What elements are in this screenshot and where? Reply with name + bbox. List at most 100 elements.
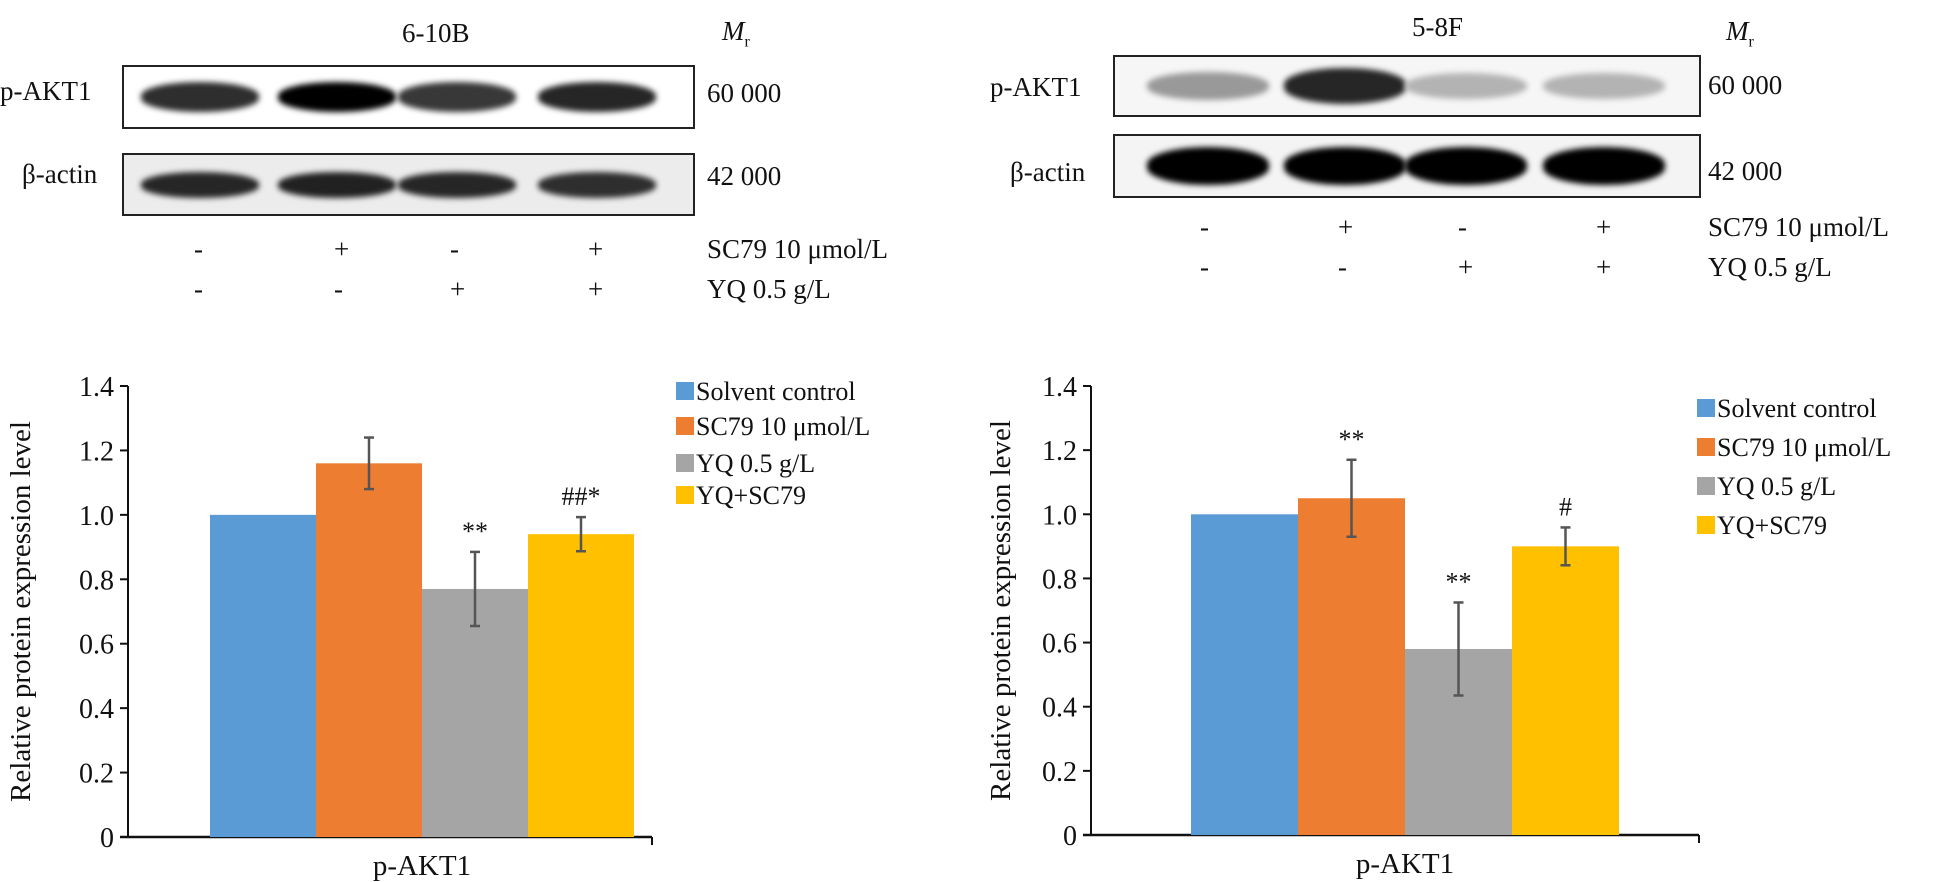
- blot-label: p-AKT1: [0, 76, 92, 106]
- bar: [1512, 546, 1619, 835]
- blot-band: [398, 82, 516, 112]
- legend-label: YQ+SC79: [1717, 511, 1827, 540]
- treatment-sign: +: [1338, 212, 1354, 242]
- treatment-label: SC79 10 μmol/L: [707, 234, 888, 264]
- blot-beta-actin: [122, 153, 695, 216]
- mr-subscript: r: [1748, 33, 1754, 51]
- y-tick-label: 1.4: [79, 372, 114, 403]
- legend-swatch: [1697, 399, 1715, 417]
- y-tick-label: 0.8: [79, 565, 114, 596]
- legend-swatch: [676, 382, 694, 400]
- treatment-sign: +: [588, 234, 604, 264]
- treatment-sign: -: [1338, 252, 1347, 282]
- blot-band: [141, 82, 259, 112]
- legend-label: YQ 0.5 g/L: [1717, 472, 1836, 501]
- significance-label: **: [462, 517, 488, 546]
- legend-label: SC79 10 μmol/L: [1717, 433, 1891, 462]
- blot-band: [278, 82, 396, 112]
- y-axis-label: Relative protein expression level: [5, 421, 37, 802]
- y-tick-label: 0.4: [79, 694, 114, 725]
- blot-band: [538, 82, 656, 112]
- blot-band: [1147, 147, 1269, 185]
- y-tick-label: 0.8: [1042, 564, 1077, 595]
- cell-line-title: 6-10B: [402, 18, 470, 48]
- bar: [528, 534, 634, 837]
- treatment-label: SC79 10 μmol/L: [1708, 212, 1889, 242]
- y-tick-label: 1.2: [1042, 436, 1077, 467]
- treatment-sign: -: [194, 274, 203, 304]
- y-tick-label: 0.2: [1042, 757, 1077, 788]
- blot-label: β-actin: [1010, 157, 1086, 187]
- x-axis-label: p-AKT1: [1356, 848, 1454, 880]
- molecular-weight: 42 000: [1708, 156, 1783, 186]
- blot-band: [1543, 147, 1665, 185]
- blot-label: β-actin: [22, 159, 98, 189]
- molecular-weight: 60 000: [1708, 70, 1783, 100]
- blot-label: p-AKT1: [990, 72, 1082, 102]
- x-axis-label: p-AKT1: [373, 850, 471, 882]
- blot-band: [538, 171, 656, 198]
- blot-beta-actin: [1113, 134, 1701, 198]
- treatment-sign: -: [450, 234, 459, 264]
- bar: [1298, 498, 1405, 835]
- significance-label: **: [1339, 425, 1365, 454]
- significance-label: ##*: [562, 482, 601, 511]
- y-tick-label: 0: [100, 823, 114, 854]
- blot-band: [278, 171, 396, 198]
- bar: [316, 463, 422, 837]
- y-tick-label: 0.2: [79, 759, 114, 790]
- treatment-sign: -: [334, 274, 343, 304]
- blot-band: [398, 171, 516, 198]
- y-tick-label: 0.6: [1042, 629, 1077, 660]
- blot-p-akt1: [122, 65, 695, 129]
- y-axis-label: Relative protein expression level: [985, 420, 1017, 801]
- treatment-sign: -: [1200, 212, 1209, 242]
- legend-swatch: [676, 486, 694, 504]
- blot-p-akt1: [1113, 55, 1701, 117]
- y-tick-label: 1.0: [79, 501, 114, 532]
- treatment-sign: +: [588, 274, 604, 304]
- y-tick-label: 1.2: [79, 436, 114, 467]
- blot-band: [1147, 71, 1269, 101]
- bar: [1191, 514, 1298, 835]
- treatment-sign: -: [194, 234, 203, 264]
- y-tick-label: 1.0: [1042, 500, 1077, 531]
- molecular-weight: 60 000: [707, 78, 782, 108]
- legend-label: SC79 10 μmol/L: [696, 412, 870, 441]
- blot-band: [1405, 147, 1527, 185]
- treatment-label: YQ 0.5 g/L: [1708, 252, 1832, 282]
- molecular-weight: 42 000: [707, 161, 782, 191]
- treatment-label: YQ 0.5 g/L: [707, 274, 831, 304]
- legend-swatch: [1697, 516, 1715, 534]
- mr-letter: M: [1726, 16, 1749, 46]
- cell-line-title: 5-8F: [1412, 12, 1464, 42]
- legend-label: YQ 0.5 g/L: [696, 449, 815, 478]
- treatment-sign: +: [1596, 212, 1612, 242]
- treatment-sign: +: [1458, 252, 1474, 282]
- treatment-sign: +: [334, 234, 350, 264]
- blot-band: [1284, 68, 1406, 104]
- legend-swatch: [676, 454, 694, 472]
- mr-letter: M: [722, 16, 745, 46]
- blot-band: [1284, 147, 1406, 185]
- y-tick-label: 1.4: [1042, 372, 1077, 403]
- legend-swatch: [1697, 477, 1715, 495]
- legend-swatch: [1697, 438, 1715, 456]
- treatment-sign: +: [450, 274, 466, 304]
- legend-label: Solvent control: [696, 377, 856, 406]
- blot-band: [141, 171, 259, 198]
- treatment-sign: +: [1596, 252, 1612, 282]
- bar: [422, 588, 528, 837]
- blot-band: [1405, 72, 1527, 100]
- legend-label: Solvent control: [1717, 394, 1877, 423]
- legend-label: YQ+SC79: [696, 481, 806, 510]
- mr-subscript: r: [744, 33, 750, 51]
- significance-label: **: [1446, 567, 1472, 596]
- mr-label: Mr: [1726, 18, 1754, 50]
- y-tick-label: 0.4: [1042, 693, 1077, 724]
- significance-label: #: [1559, 492, 1572, 521]
- legend-swatch: [676, 417, 694, 435]
- blot-band: [1543, 72, 1665, 100]
- y-tick-label: 0.6: [79, 630, 114, 661]
- bar-chart-5-8f: 0 0.2 0.4 0.6 0.8 1.0 1.2 1.4 Relative protein e…: [985, 372, 1891, 880]
